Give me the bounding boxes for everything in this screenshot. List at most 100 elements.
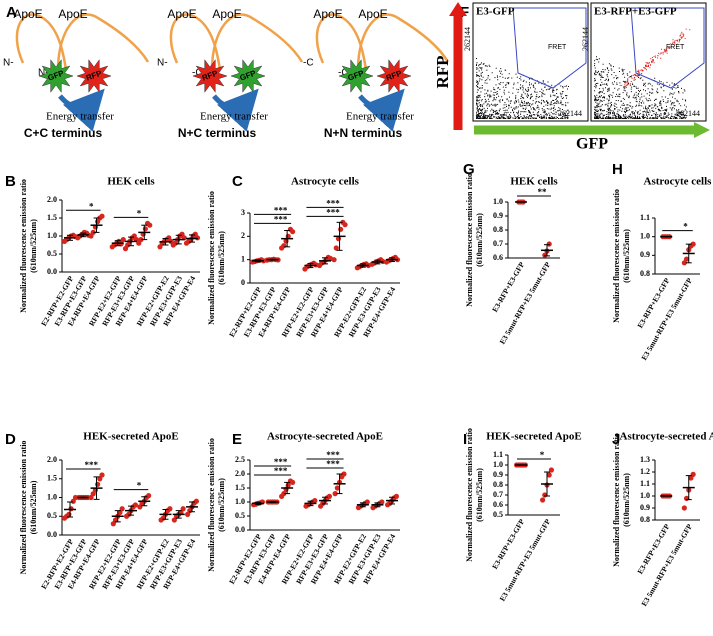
y-tick-label: 1.0: [493, 197, 503, 206]
y-tick-label: 1.1: [640, 213, 650, 222]
fret-events: [619, 28, 691, 88]
flow-plot-frame: [472, 2, 589, 122]
y-axis-label: (610nm/525nm): [622, 473, 631, 527]
fluorophore: [76, 59, 112, 93]
fret-gate: [630, 7, 705, 89]
data-point: [110, 521, 116, 527]
transfer-arrow: [358, 88, 405, 132]
data-point: [97, 476, 103, 482]
data-point: [99, 472, 105, 478]
y-tick-label: 0.5: [47, 511, 57, 520]
y-tick-label: 0.8: [640, 515, 650, 524]
data-point: [690, 471, 696, 477]
chart-title: Astrocyte cells: [644, 176, 713, 188]
y-tick-label: 0.5: [235, 511, 245, 520]
panel-label: G: [463, 161, 475, 178]
flow-plot-frame: [590, 2, 707, 122]
data-point: [342, 222, 348, 228]
y-axis-label: (610nm/525nm): [217, 478, 226, 532]
plot-title: E3-GFP: [476, 6, 515, 18]
chart-title: Astrocyte-secreted ApoE: [620, 431, 713, 443]
significance-label: ***: [85, 460, 99, 470]
significance-label: *: [683, 222, 688, 232]
chart-title: HEK-secreted ApoE: [486, 431, 581, 443]
significance-label: ***: [274, 457, 288, 467]
y-tick-label: 2: [241, 231, 245, 240]
rfp-arrow-head: [449, 2, 467, 16]
gate-label: FRET: [666, 44, 685, 51]
data-point: [142, 226, 148, 232]
significance-label: *: [540, 450, 545, 460]
apoe-helix: [169, 13, 222, 71]
significance-label: *: [137, 481, 142, 491]
y-tick-label: 0.8: [640, 269, 650, 278]
apoe-helix: [15, 13, 68, 71]
construct-title: N+N terminus: [324, 126, 403, 140]
transfer-arrow: [212, 88, 259, 132]
protein-label: ApoE: [167, 7, 196, 21]
data-point: [120, 237, 126, 243]
data-point: [364, 499, 370, 505]
y-axis-label: Normalized fluorescence emission ratio: [207, 438, 216, 572]
y-axis-label: Normalized fluorescence emission ratio: [612, 433, 621, 567]
axis-max: 262144: [558, 109, 582, 118]
y-tick-label: 0.0: [47, 530, 57, 539]
y-axis-label: (610nm/525nm): [475, 468, 484, 522]
significance-label: ***: [326, 198, 340, 208]
y-axis-label: (610nm/525nm): [217, 231, 226, 285]
data-point: [193, 498, 199, 504]
y-tick-label: 1.0: [640, 231, 650, 240]
data-point: [690, 241, 696, 247]
y-tick-label: 2.0: [235, 469, 245, 478]
y-axis-label: Normalized fluorescence emission ratio: [19, 179, 28, 313]
apoe-helix: [315, 13, 368, 71]
panel-label: I: [463, 431, 467, 448]
data-point: [681, 505, 687, 511]
apoe-helix: [56, 13, 150, 71]
data-point: [126, 511, 132, 517]
apoe-helix: [356, 13, 450, 71]
data-point: [90, 229, 96, 235]
y-axis-label: (610nm/525nm): [29, 480, 38, 534]
y-tick-label: 0.6: [493, 253, 503, 262]
axis-max: 262144: [463, 27, 472, 51]
protein-label: ApoE: [358, 7, 387, 21]
protein-label: ApoE: [13, 7, 42, 21]
chart-title: HEK cells: [107, 176, 155, 188]
data-point: [90, 491, 96, 497]
event-cloud: [476, 58, 569, 119]
data-point: [540, 497, 546, 503]
chart-title: HEK cells: [510, 176, 558, 188]
panel-label: H: [612, 161, 623, 178]
data-point: [119, 506, 125, 512]
terminal-label: -C: [303, 58, 314, 69]
y-axis-label: Normalized fluorescence emission ratio: [465, 428, 474, 562]
data-point: [167, 506, 173, 512]
y-tick-label: 0.0: [235, 525, 245, 534]
y-tick-label: 0.7: [493, 490, 503, 499]
axis-title: GFP: [576, 136, 608, 153]
axis-max: 262144: [581, 27, 590, 51]
data-point: [88, 494, 94, 501]
data-point: [683, 256, 690, 262]
terminal-label: -C: [338, 68, 349, 79]
data-point: [146, 493, 152, 499]
fluorophore: [192, 59, 228, 93]
data-point: [147, 222, 153, 228]
transfer-label: Energy transfer: [200, 111, 268, 123]
data-point: [117, 509, 123, 516]
panel-label: E: [232, 431, 242, 448]
y-tick-label: 1.5: [47, 474, 57, 483]
y-tick-label: 1.2: [640, 467, 650, 476]
data-point: [334, 485, 340, 491]
data-point: [290, 229, 296, 235]
y-tick-label: 1.0: [47, 231, 57, 240]
chart-title: Astrocyte cells: [291, 176, 360, 188]
data-point: [180, 506, 186, 512]
terminal-label: -C: [192, 68, 203, 79]
y-tick-label: 2.0: [47, 455, 57, 464]
data-point: [290, 479, 296, 485]
data-point: [341, 471, 347, 477]
data-point: [66, 511, 72, 517]
